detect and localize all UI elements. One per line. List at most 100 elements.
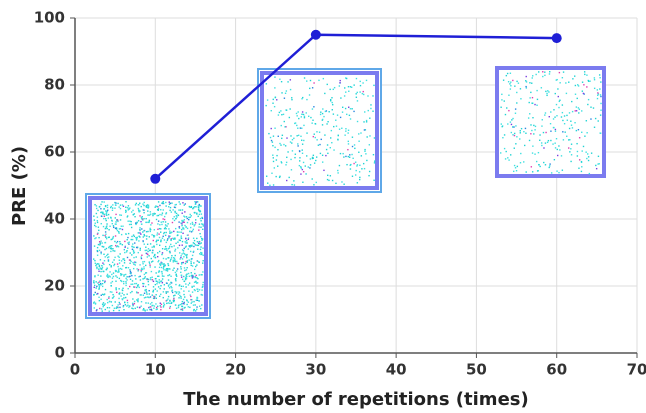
speckle: [196, 264, 197, 265]
speckle: [501, 126, 502, 127]
speckle: [118, 246, 119, 247]
speckle: [155, 284, 156, 285]
speckle: [195, 310, 196, 311]
speckle: [341, 181, 342, 182]
speckle: [539, 134, 540, 135]
speckle: [515, 143, 516, 144]
speckle: [352, 158, 353, 159]
speckle: [107, 207, 108, 208]
speckle: [124, 247, 125, 248]
speckle: [100, 208, 101, 209]
speckle: [156, 244, 157, 245]
speckle: [369, 135, 370, 136]
speckle: [330, 137, 331, 138]
speckle: [167, 240, 168, 241]
speckle: [115, 281, 116, 282]
speckle: [188, 217, 189, 218]
speckle: [103, 254, 104, 255]
speckle: [267, 99, 268, 100]
speckle: [105, 228, 106, 229]
speckle: [516, 102, 517, 103]
speckle: [143, 283, 144, 284]
speckle: [594, 77, 595, 78]
speckle: [104, 214, 105, 215]
speckle: [120, 204, 121, 205]
speckle: [157, 232, 158, 233]
speckle: [201, 240, 202, 241]
speckle: [178, 307, 179, 308]
speckle: [582, 90, 583, 91]
speckle: [176, 261, 177, 262]
speckle: [198, 226, 199, 227]
speckle: [278, 114, 279, 115]
speckle: [588, 156, 589, 157]
speckle: [142, 261, 143, 262]
speckle: [117, 266, 118, 267]
speckle: [181, 229, 182, 230]
speckle: [96, 264, 97, 265]
speckle: [117, 203, 118, 204]
speckle: [302, 169, 303, 170]
speckle: [299, 160, 300, 161]
speckle: [200, 220, 201, 221]
speckle: [345, 156, 346, 157]
speckle: [189, 282, 190, 283]
speckle: [167, 223, 168, 224]
speckle: [280, 110, 281, 111]
speckle: [293, 138, 294, 139]
speckle: [513, 126, 514, 127]
speckle: [538, 152, 539, 153]
speckle: [318, 80, 319, 81]
speckle: [95, 303, 96, 304]
speckle: [140, 279, 141, 280]
speckle: [178, 297, 179, 298]
speckle: [550, 130, 551, 131]
speckle: [322, 113, 323, 114]
speckle: [150, 306, 151, 307]
speckle: [271, 140, 272, 141]
speckle: [350, 118, 351, 119]
speckle: [126, 276, 127, 277]
speckle: [117, 277, 118, 278]
speckle: [313, 106, 314, 107]
speckle: [121, 215, 122, 216]
speckle: [174, 211, 175, 212]
speckle: [340, 117, 341, 118]
speckle: [157, 223, 158, 224]
speckle: [162, 221, 163, 222]
speckle: [181, 238, 182, 239]
speckle: [321, 139, 322, 140]
speckle: [107, 205, 108, 206]
speckle: [311, 122, 312, 123]
speckle: [164, 228, 165, 229]
speckle: [199, 274, 200, 275]
speckle: [372, 111, 373, 112]
speckle: [141, 206, 142, 207]
speckle: [341, 128, 342, 129]
speckle: [301, 167, 302, 168]
speckle: [324, 93, 325, 94]
speckle: [327, 153, 328, 154]
speckle: [127, 248, 128, 249]
speckle: [545, 164, 546, 165]
speckle: [351, 87, 352, 88]
speckle: [158, 233, 159, 234]
speckle: [530, 133, 531, 134]
speckle: [300, 136, 301, 137]
speckle: [299, 151, 300, 152]
speckle: [160, 231, 161, 232]
speckle: [140, 248, 141, 249]
speckle: [158, 208, 159, 209]
speckle: [359, 91, 360, 92]
speckle: [98, 271, 99, 272]
speckle: [553, 109, 554, 110]
speckle: [199, 289, 200, 290]
speckle: [182, 233, 183, 234]
speckle: [510, 82, 511, 83]
speckle: [201, 252, 202, 253]
speckle: [576, 130, 577, 131]
speckle: [536, 90, 537, 91]
speckle: [106, 299, 107, 300]
speckle: [194, 240, 195, 241]
speckle: [559, 149, 560, 150]
